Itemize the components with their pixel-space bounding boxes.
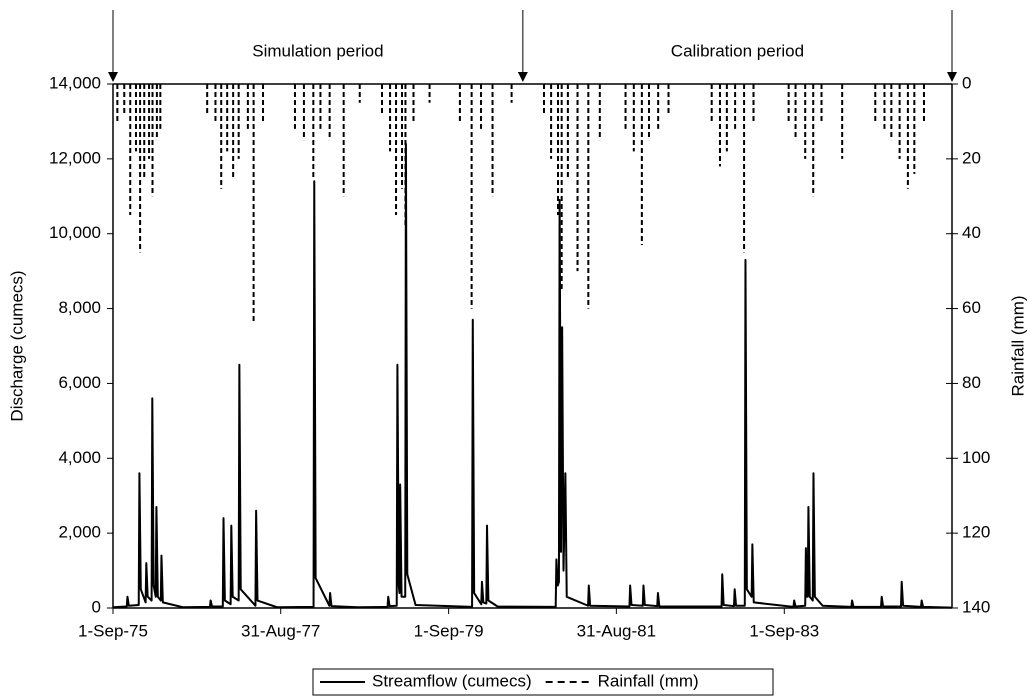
x-tick-label: 1-Sep-83: [749, 621, 819, 640]
y-tick-label: 14,000: [49, 73, 101, 92]
y2-tick-label: 60: [962, 298, 981, 317]
arrow-head: [517, 72, 528, 82]
streamflow-line: [112, 142, 953, 609]
y2-tick-label: 0: [962, 73, 971, 92]
y2-tick-label: 80: [962, 373, 981, 392]
x-tick-label: 1-Sep-79: [414, 621, 484, 640]
y2-tick-label: 40: [962, 223, 981, 242]
y-tick-label: 0: [92, 597, 101, 616]
legend-box: [312, 668, 774, 696]
y-axis-title: Discharge (cumecs): [7, 270, 26, 421]
y-tick-label: 8,000: [58, 298, 101, 317]
annotation: Calibration period: [671, 41, 804, 60]
y2-tick-label: 140: [962, 597, 990, 616]
legend-label: Rainfall (mm): [598, 671, 699, 690]
y-tick-label: 2,000: [58, 523, 101, 542]
arrow-head: [108, 72, 118, 82]
y2-tick-label: 20: [962, 148, 981, 167]
y2-tick-label: 120: [962, 523, 990, 542]
arrow-head: [947, 72, 957, 82]
y-tick-label: 10,000: [49, 223, 101, 242]
y2-axis-title: Rainfall (mm): [1008, 295, 1027, 396]
y-tick-label: 12,000: [49, 148, 101, 167]
annotation: Simulation period: [252, 41, 383, 60]
y2-tick-label: 100: [962, 448, 990, 467]
x-tick-label: 31-Aug-77: [241, 621, 320, 640]
legend-label: Streamflow (cumecs): [372, 671, 532, 690]
x-tick-label: 31-Aug-81: [577, 621, 656, 640]
y-tick-label: 6,000: [58, 373, 101, 392]
y-tick-label: 4,000: [58, 448, 101, 467]
x-tick-label: 1-Sep-75: [78, 621, 148, 640]
